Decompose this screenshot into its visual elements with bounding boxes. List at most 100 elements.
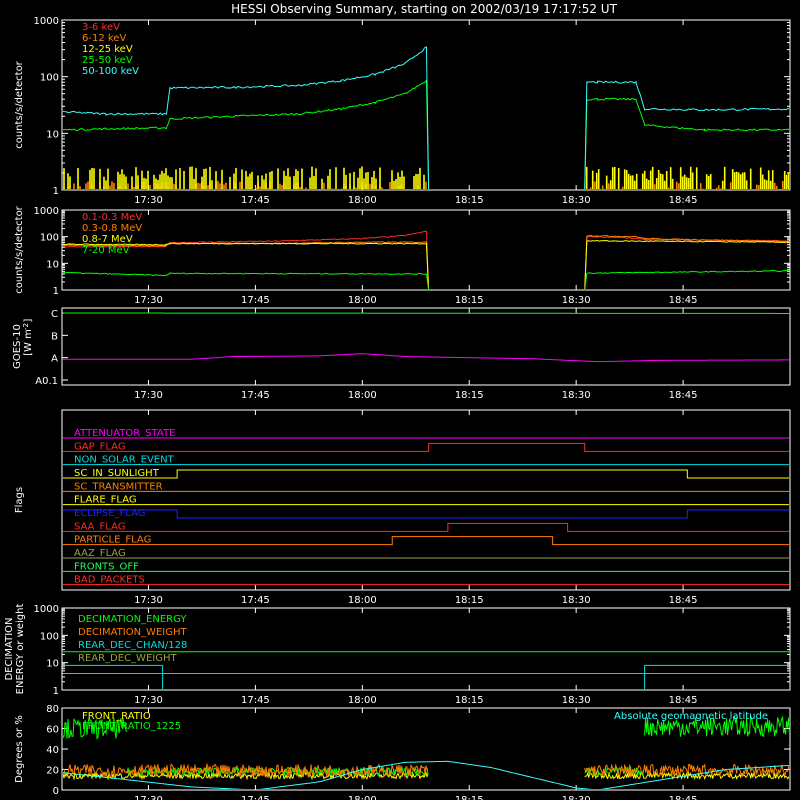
y-tick-label: 1 bbox=[53, 186, 59, 197]
x-tick-label: 17:30 bbox=[134, 695, 163, 706]
x-tick-label: 18:00 bbox=[348, 390, 377, 401]
x-tick-label: 18:15 bbox=[455, 295, 484, 306]
y-tick-label: 100 bbox=[40, 631, 59, 642]
flag-label-particle_flag: PARTICLE_FLAG bbox=[74, 535, 151, 546]
y-tick-label: 1 bbox=[53, 286, 59, 297]
x-tick-label: 18:30 bbox=[562, 390, 591, 401]
x-tick-label: 18:15 bbox=[455, 595, 484, 606]
legend-3-6-kev: 3-6 keV bbox=[82, 22, 120, 33]
legend-rear-dec-chan-128: REAR_DEC_CHAN/128 bbox=[78, 640, 187, 651]
plot-area bbox=[63, 46, 789, 189]
legend-decimation-energy: DECIMATION_ENERGY bbox=[78, 614, 187, 625]
panel-rearseg: 17:30 17:45 18:00 18:15 18:30 18:45 1 10 100 1000… bbox=[14, 205, 791, 306]
flag-label-sc_transmitter: SC_TRANSMITTER bbox=[74, 481, 163, 492]
x-tick-label: 18:00 bbox=[348, 595, 377, 606]
flag-label-non_solar_event: NON_SOLAR_EVENT bbox=[74, 455, 175, 466]
x-tick-label: 18:15 bbox=[455, 695, 484, 706]
series-7-20-mev bbox=[63, 269, 789, 289]
y-axis-label: counts/s/detector bbox=[14, 205, 25, 293]
series-goes-10-low-channel bbox=[63, 353, 789, 363]
legend-absolute-geomagnetic-latitude: Absolute geomagnetic latitude bbox=[614, 711, 768, 722]
legend-6-12-kev: 6-12 keV bbox=[82, 33, 126, 44]
x-tick-label: 18:30 bbox=[562, 195, 591, 206]
x-tick-label: 17:45 bbox=[241, 195, 270, 206]
x-tick-label: 18:00 bbox=[348, 695, 377, 706]
y-tick-label: 1000 bbox=[34, 604, 59, 615]
flag-label-fronts_off: FRONTS_OFF bbox=[74, 561, 139, 572]
y-tick-label: B bbox=[51, 331, 58, 342]
series-front-ratio bbox=[63, 770, 429, 781]
flag-label-saa_flag: SAA_FLAG bbox=[74, 521, 125, 532]
legend-front-ratio: FRONT_RATIO bbox=[82, 711, 151, 722]
flag-label-aaz_flag: AAZ_FLAG bbox=[74, 548, 126, 559]
series-absolute-geomagnetic-latitude bbox=[63, 760, 789, 789]
y-tick-label: 0 bbox=[53, 786, 59, 797]
x-tick-label: 18:30 bbox=[562, 795, 591, 800]
y-tick-label: 100 bbox=[40, 73, 59, 84]
panel-goes: 17:30 17:45 18:00 18:15 18:30 18:45 A0.1 A BC GOE… bbox=[12, 307, 791, 401]
legend-50-100-kev: 50-100 keV bbox=[82, 66, 139, 77]
x-tick-label: 17:45 bbox=[241, 595, 270, 606]
x-tick-label: 17:30 bbox=[134, 295, 163, 306]
y-tick-label: A0.1 bbox=[35, 376, 58, 387]
y-tick-label: 40 bbox=[46, 745, 59, 756]
series-12-25-kev bbox=[585, 166, 789, 189]
flag-label-bad_packets: BAD_PACKETS bbox=[74, 575, 145, 586]
series-front-ratio-1225 bbox=[63, 717, 128, 740]
panel-corona: 17:30 17:45 18:00 18:15 18:30 18:45 1 10 100 1000… bbox=[14, 16, 791, 206]
legend-0-8-7-mev: 0.8-7 MeV bbox=[82, 234, 133, 245]
y-tick-label: 100 bbox=[40, 233, 59, 244]
plot-area bbox=[63, 651, 789, 689]
series-25-50-kev bbox=[63, 78, 789, 189]
series-0-1-0-3-mev bbox=[63, 230, 789, 289]
flag-label-gap_flag: GAP_FLAG bbox=[74, 441, 126, 452]
y-axis-label: Degrees or % bbox=[14, 715, 25, 783]
legend-0-3-0-8-mev: 0.3-0.8 MeV bbox=[82, 223, 142, 234]
x-tick-label: 18:45 bbox=[669, 695, 698, 706]
y-tick-label: 1 bbox=[53, 686, 59, 697]
x-tick-label: 18:30 bbox=[562, 595, 591, 606]
y-axis-label-bracket: ] bbox=[23, 318, 34, 322]
y-axis-label-exponent: -2 bbox=[22, 323, 30, 330]
legend-12-25-kev: 12-25 keV bbox=[82, 44, 133, 55]
legend-decimation-weight: DECIMATION_WEIGHT bbox=[78, 627, 187, 638]
series-12-25-kev bbox=[63, 166, 425, 189]
x-tick-label: 18:00 bbox=[348, 795, 377, 800]
x-tick-label: 17:45 bbox=[241, 390, 270, 401]
legend-rear-dec-weight: REAR_DEC_WEIGHT bbox=[78, 653, 177, 664]
flag-label-attenuator_state: ATTENUATOR_STATE bbox=[74, 428, 175, 439]
series-front-ratio-1225 bbox=[644, 715, 789, 738]
y-axis-label: DECIMATION bbox=[4, 617, 15, 680]
y-tick-label: 10 bbox=[46, 259, 59, 270]
y-axis-label-units: [W m bbox=[23, 329, 34, 356]
axes-frame bbox=[61, 409, 791, 591]
panel-ratios: 17:30 17:45 18:00 18:15 18:30 18:45 0 20 40 60 80 D… bbox=[14, 704, 791, 800]
flag-line-eclipse_flag bbox=[63, 509, 789, 519]
y-tick-label: 1000 bbox=[34, 16, 59, 27]
y-tick-label: A bbox=[51, 354, 58, 365]
flag-label-flare_flag: FLARE_FLAG bbox=[74, 495, 137, 506]
series-rear-dec-chan-128 bbox=[63, 664, 789, 689]
legend-25-50-kev: 25-50 keV bbox=[82, 55, 133, 66]
panel-decimation: 17:30 17:45 18:00 18:15 18:30 18:45 1 10 100 1000… bbox=[4, 604, 791, 706]
x-tick-label: 18:30 bbox=[562, 295, 591, 306]
x-tick-label: 18:15 bbox=[455, 390, 484, 401]
y-axis-label-line2: ENERGY or weight bbox=[15, 604, 26, 695]
plot-area bbox=[63, 312, 789, 363]
flag-line-sc_in_sunlight bbox=[63, 469, 789, 479]
y-tick-label: 80 bbox=[46, 704, 59, 715]
flag-label-eclipse_flag: ECLIPSE_FLAG bbox=[74, 508, 145, 519]
figure-title: HESSI Observing Summary, starting on 200… bbox=[231, 2, 617, 16]
y-tick-label: C bbox=[51, 309, 58, 320]
axes-frame bbox=[61, 607, 791, 691]
y-tick-label: 60 bbox=[46, 725, 59, 736]
x-tick-label: 17:30 bbox=[134, 195, 163, 206]
legend-front-ratio-1225: FRONT_RATIO_1225 bbox=[82, 721, 181, 732]
y-axis-label: GOES-10 bbox=[12, 324, 23, 369]
x-tick-label: 18:00 bbox=[348, 295, 377, 306]
x-tick-label: 17:45 bbox=[241, 295, 270, 306]
x-tick-label: 18:15 bbox=[455, 195, 484, 206]
legend-0-1-0-3-mev: 0.1-0.3 MeV bbox=[82, 212, 142, 223]
